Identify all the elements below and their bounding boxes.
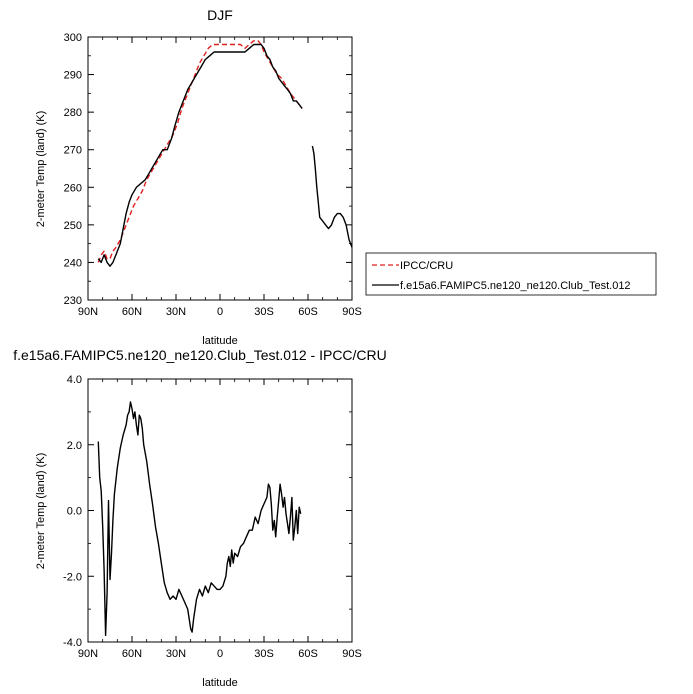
legend-box [365, 252, 657, 296]
plot-frame [87, 36, 353, 301]
x-tick-label: 90S [342, 306, 362, 318]
y-tick-label: -4.0 [63, 637, 82, 649]
y-tick-label: 250 [64, 220, 82, 232]
series-1-line-0 [97, 43, 303, 267]
bottom-panel: f.e15a6.FAMIPC5.ne120_ne120.Club_Test.01… [13, 347, 387, 689]
top-y-axis-label: 2-meter Temp (land) (K) [35, 111, 47, 228]
y-tick-label: 240 [64, 257, 82, 269]
bottom-y-axis-label: 2-meter Temp (land) (K) [35, 453, 47, 570]
x-tick-label: 0 [217, 306, 223, 318]
y-tick-label: 230 [64, 295, 82, 307]
top-panel: DJF 90N 60N 30N 0 30S 60S 90S 230 240 250 260 270 28… [35, 7, 657, 347]
series-1-line-1 [311, 145, 353, 248]
y-tick-label: 280 [64, 107, 82, 119]
x-tick-label: 90S [342, 648, 362, 660]
bottom-plot-area: 90N 60N 30N 0 30S 60S 90S -4.0 -2.0 0.0 2.0 4.0 [63, 374, 362, 660]
x-tick-label: 60S [298, 648, 318, 660]
series-0-line-0 [97, 401, 302, 637]
y-tick-label: 300 [64, 32, 82, 44]
x-tick-label: 90N [78, 648, 98, 660]
x-tick-label: 60N [122, 306, 142, 318]
x-tick-label: 60N [122, 648, 142, 660]
y-tick-label: 2.0 [67, 440, 82, 452]
bottom-chart-title: f.e15a6.FAMIPC5.ne120_ne120.Club_Test.01… [13, 347, 387, 363]
x-tick-label: 30N [166, 648, 186, 660]
top-chart-title: DJF [207, 7, 233, 23]
y-tick-label: 0.0 [67, 506, 82, 518]
x-tick-label: 30S [254, 306, 274, 318]
y-tick-label: 290 [64, 70, 82, 82]
top-x-axis-label: latitude [202, 335, 237, 347]
series-0-line-0 [97, 40, 303, 263]
legend: IPCC/CRU f.e15a6.FAMIPC5.ne120_ne120.Clu… [365, 252, 657, 296]
x-tick-label: 60S [298, 306, 318, 318]
y-tick-label: -2.0 [63, 571, 82, 583]
legend-label-model: f.e15a6.FAMIPC5.ne120_ne120.Club_Test.01… [400, 280, 631, 292]
x-tick-label: 90N [78, 306, 98, 318]
y-tick-label: 270 [64, 145, 82, 157]
x-tick-label: 0 [217, 648, 223, 660]
top-plot-area: 90N 60N 30N 0 30S 60S 90S 230 240 250 260 270 280 290… [64, 32, 362, 318]
x-tick-label: 30N [166, 306, 186, 318]
y-tick-label: 4.0 [67, 374, 82, 386]
x-tick-label: 30S [254, 648, 274, 660]
legend-label-ipcc-cru: IPCC/CRU [400, 260, 453, 272]
y-tick-label: 260 [64, 182, 82, 194]
bottom-x-axis-label: latitude [202, 677, 237, 689]
